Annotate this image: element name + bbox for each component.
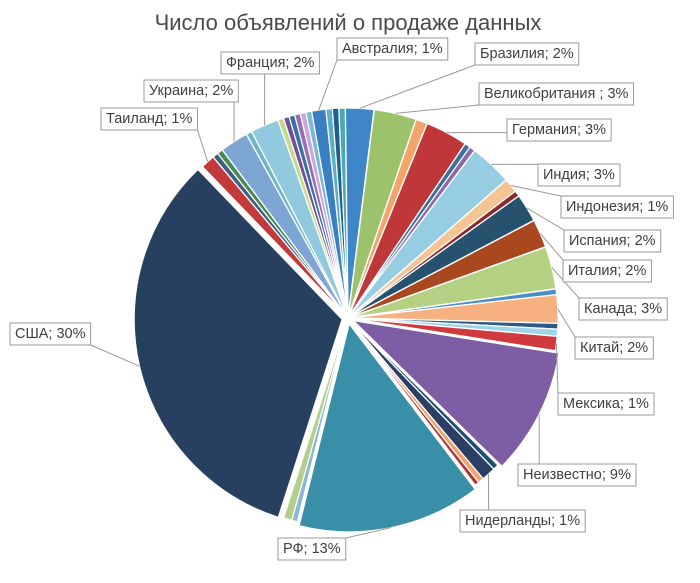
label-нидерланды: Нидерланды; 1% [465, 513, 580, 529]
label-рф: РФ; 13% [283, 541, 341, 557]
label-box-мексика [557, 392, 655, 416]
slice-рф [298, 322, 477, 533]
label-box-неизвестно [517, 463, 637, 487]
label-украина: Украина; 2% [149, 83, 233, 99]
label-box-франция [220, 51, 321, 75]
label-великобритания: Великобритания ; 3% [484, 86, 629, 102]
label-box-таиланд [100, 107, 198, 131]
label-box-сша [9, 322, 92, 346]
pie-slices [133, 107, 560, 533]
label-китай: Китай; 2% [580, 340, 648, 356]
label-box-испания [563, 229, 662, 253]
label-box-нидерланды [459, 509, 586, 533]
slice-minor-25 [348, 319, 480, 486]
leader-индонезия [510, 185, 562, 197]
label-канада: Канада; 3% [584, 301, 662, 317]
label-таиланд: Таиланд; 1% [106, 111, 192, 127]
label-box-италия [562, 259, 652, 283]
label-бразилия: Бразилия; 2% [480, 46, 574, 62]
leader-австралия [318, 59, 338, 111]
label-box-рф [277, 537, 347, 561]
leader-испания [526, 207, 565, 231]
slice-minor-41 [305, 110, 349, 317]
label-box-канада [578, 297, 668, 321]
leader-канада [551, 267, 580, 299]
leader-рф [345, 527, 392, 539]
leader-мексика [555, 343, 559, 394]
label-австралия: Австралия; 1% [342, 41, 443, 57]
label-индонезия: Индонезия; 1% [566, 199, 668, 215]
leader-великобритания [395, 104, 480, 114]
leader-китай [557, 308, 576, 338]
label-box-китай [574, 336, 654, 360]
label-мексика: Мексика; 1% [563, 396, 649, 412]
label-сша: США; 30% [15, 326, 86, 342]
chart-title: Число объявлений о продаже данных [155, 10, 542, 35]
label-неизвестно: Неизвестно; 9% [523, 467, 631, 483]
leader-сша [90, 344, 140, 367]
leader-италия [539, 233, 564, 261]
label-box-индия [537, 163, 621, 187]
label-box-австралия [336, 37, 449, 61]
label-индия: Индия; 3% [543, 167, 615, 183]
label-box-германия [506, 118, 612, 142]
label-германия: Германия; 3% [512, 122, 606, 138]
label-франция: Франция; 2% [226, 55, 315, 71]
label-box-великобритания [478, 82, 635, 106]
slice-minor-28 [282, 319, 349, 522]
slice-мексика [349, 317, 558, 352]
label-leader-lines [90, 59, 580, 539]
label-box-бразилия [474, 42, 580, 66]
label-испания: Испания; 2% [569, 233, 656, 249]
label-box-индонезия [560, 195, 674, 219]
slice-неизвестно [351, 319, 560, 468]
label-италия: Италия; 2% [568, 263, 646, 279]
label-box-украина [143, 79, 239, 103]
leader-бразилия [359, 64, 476, 109]
leader-таиланд [197, 129, 209, 162]
slice-labels: Австралия; 1% Бразилия; 2% Великобритания … [9, 37, 674, 561]
